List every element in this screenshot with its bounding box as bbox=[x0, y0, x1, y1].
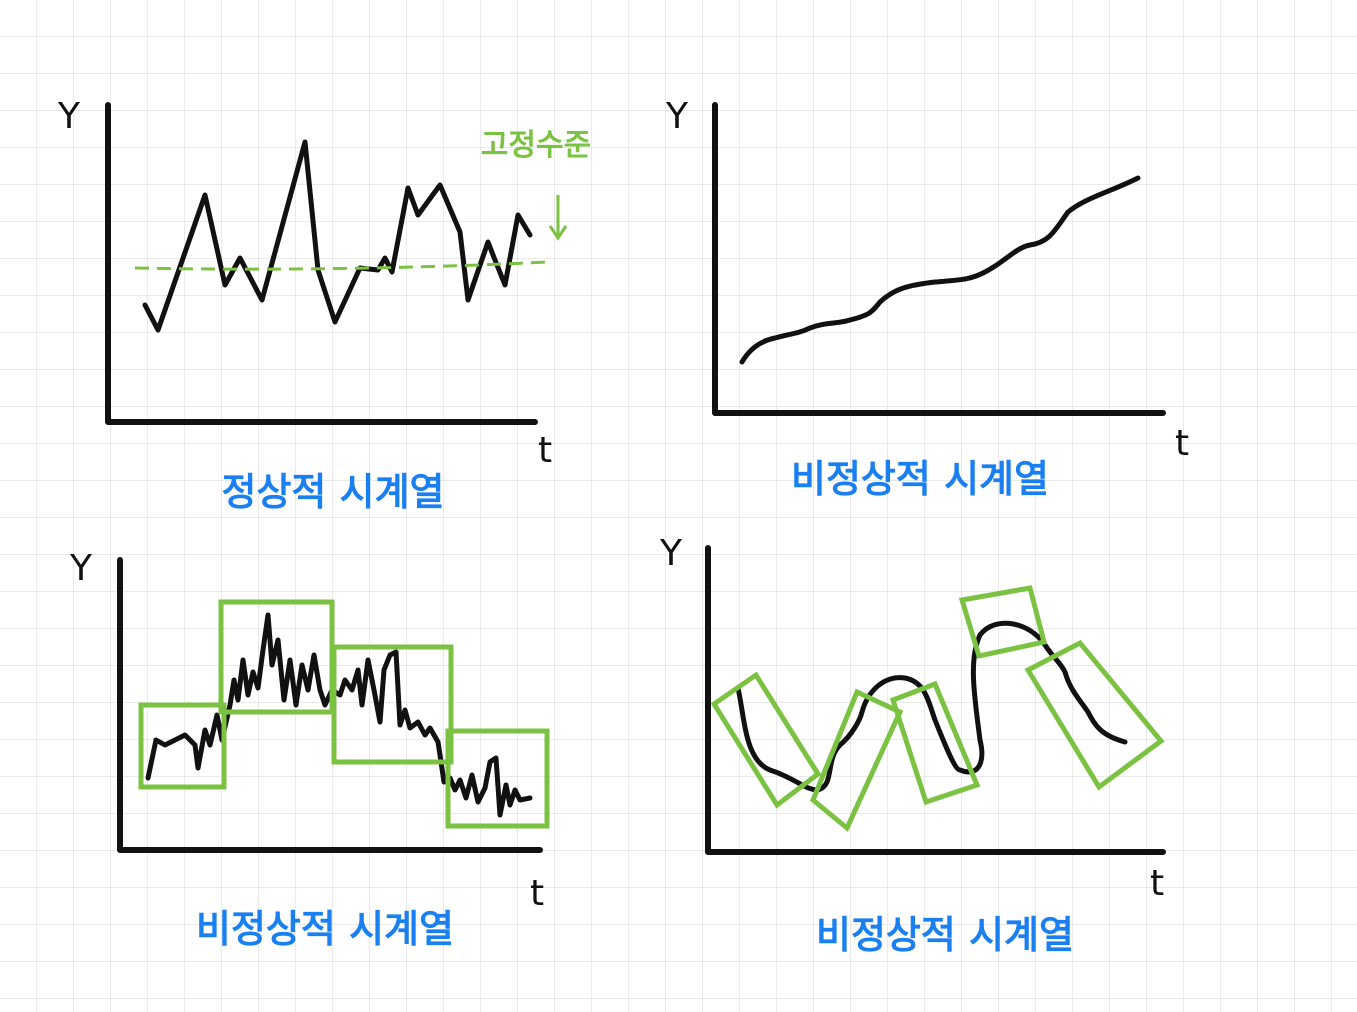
axes bbox=[712, 102, 1166, 416]
series-line bbox=[142, 139, 533, 333]
y-label: Y bbox=[659, 533, 683, 574]
annotation: 고정수준 bbox=[481, 128, 591, 163]
panel: Y t 비정상적 시계열 bbox=[659, 533, 1166, 957]
segment-box bbox=[445, 728, 550, 829]
y-label: Y bbox=[69, 548, 93, 589]
series-line bbox=[739, 175, 1141, 365]
x-label: t bbox=[538, 430, 552, 471]
x-label: t bbox=[530, 873, 544, 914]
axes bbox=[105, 102, 538, 425]
level-line bbox=[134, 260, 549, 271]
arrow bbox=[548, 195, 568, 241]
segment-box bbox=[958, 585, 1048, 659]
x-label: t bbox=[1175, 423, 1189, 464]
segment-box bbox=[889, 680, 981, 806]
caption: 비정상적 시계열 bbox=[196, 907, 454, 951]
caption: 비정상적 시계열 bbox=[791, 457, 1049, 501]
y-label: Y bbox=[57, 96, 81, 137]
axes bbox=[705, 545, 1166, 855]
panel: Y t 고정수준 정상적 시계열 bbox=[57, 96, 591, 514]
panel: Y t 비정상적 시계열 bbox=[69, 548, 550, 951]
segment-box bbox=[1024, 639, 1165, 791]
y-label: Y bbox=[665, 96, 689, 137]
caption: 비정상적 시계열 bbox=[816, 913, 1074, 957]
segment-box bbox=[710, 671, 822, 809]
segment-box bbox=[809, 688, 904, 832]
caption: 정상적 시계열 bbox=[222, 470, 445, 514]
segment-box bbox=[331, 644, 454, 765]
series-line bbox=[145, 612, 533, 818]
x-label: t bbox=[1150, 863, 1164, 904]
panel: Y t 비정상적 시계열 bbox=[665, 96, 1189, 501]
segment-box bbox=[138, 702, 227, 790]
axes bbox=[117, 557, 543, 853]
